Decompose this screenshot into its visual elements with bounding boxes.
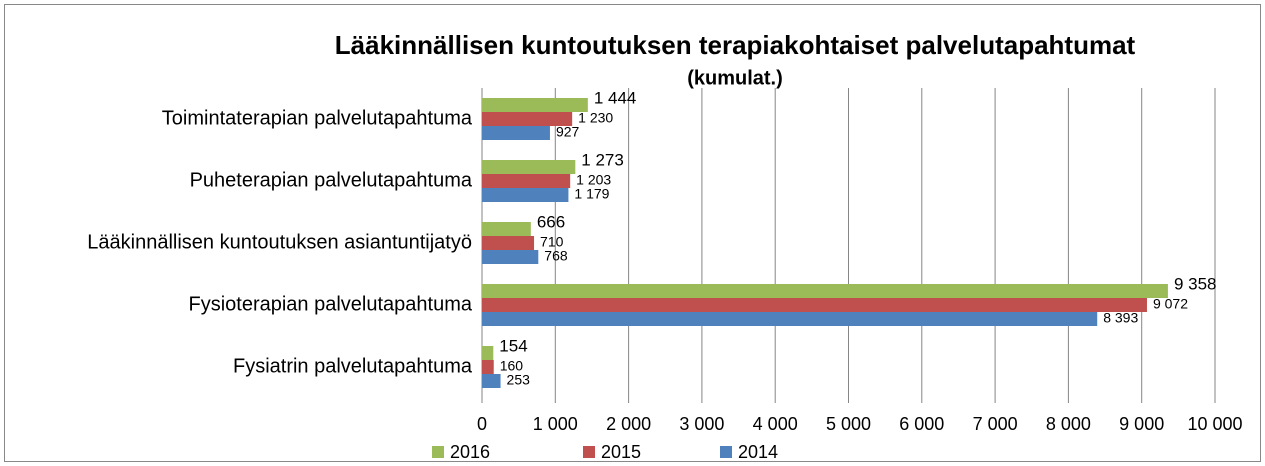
y-tick-label: Puheterapian palvelutapahtuma <box>190 169 473 191</box>
bar <box>482 298 1147 312</box>
y-tick-label: Fysiatrin palvelutapahtuma <box>233 355 473 377</box>
bar <box>482 360 494 374</box>
bar <box>482 98 588 112</box>
x-tick-label: 6 000 <box>899 414 944 434</box>
y-tick-label: Fysioterapian palvelutapahtuma <box>188 293 472 315</box>
data-label: 9 072 <box>1153 296 1188 312</box>
x-tick-label: 3 000 <box>679 414 724 434</box>
chart-border <box>4 4 1261 462</box>
bar <box>482 188 569 202</box>
bar <box>482 174 571 188</box>
x-tick-label: 7 000 <box>973 414 1018 434</box>
bar <box>482 284 1168 298</box>
bar <box>482 112 573 126</box>
bar <box>482 346 494 360</box>
data-label: 666 <box>537 212 565 231</box>
x-tick-label: 5 000 <box>826 414 871 434</box>
legend-swatch <box>432 446 444 458</box>
data-label: 253 <box>507 372 531 388</box>
data-label: 160 <box>500 358 524 374</box>
legend-label: 2014 <box>738 442 778 462</box>
data-label: 1 230 <box>578 110 613 126</box>
chart-title: Lääkinnällisen kuntoutuksen terapiakohta… <box>335 30 1136 60</box>
bar <box>482 222 531 236</box>
x-tick-label: 9 000 <box>1119 414 1164 434</box>
legend-swatch <box>583 446 595 458</box>
bar <box>482 250 539 264</box>
legend-label: 2016 <box>450 442 490 462</box>
bar <box>482 236 535 250</box>
x-tick-label: 2 000 <box>606 414 651 434</box>
bar <box>482 160 576 174</box>
data-label: 1 444 <box>594 88 637 107</box>
data-label: 154 <box>499 336 527 355</box>
y-tick-label: Toimintaterapian palvelutapahtuma <box>162 107 473 129</box>
bar <box>482 126 550 140</box>
chart-subtitle: (kumulat.) <box>687 67 783 89</box>
data-label: 1 273 <box>581 150 624 169</box>
x-tick-label: 0 <box>477 414 487 434</box>
bar <box>482 312 1098 326</box>
data-label: 768 <box>544 248 568 264</box>
data-label: 1 203 <box>576 172 611 188</box>
data-label: 9 358 <box>1174 274 1217 293</box>
x-tick-label: 10 000 <box>1187 414 1242 434</box>
data-label: 8 393 <box>1103 310 1138 326</box>
bar <box>482 374 501 388</box>
x-tick-label: 4 000 <box>753 414 798 434</box>
data-label: 710 <box>540 234 564 250</box>
x-tick-label: 8 000 <box>1046 414 1091 434</box>
y-tick-label: Lääkinnällisen kuntoutuksen asiantuntija… <box>87 231 472 253</box>
x-tick-label: 1 000 <box>533 414 578 434</box>
legend-swatch <box>720 446 732 458</box>
data-label: 1 179 <box>574 186 609 202</box>
legend-label: 2015 <box>601 442 641 462</box>
data-label: 927 <box>556 124 580 140</box>
